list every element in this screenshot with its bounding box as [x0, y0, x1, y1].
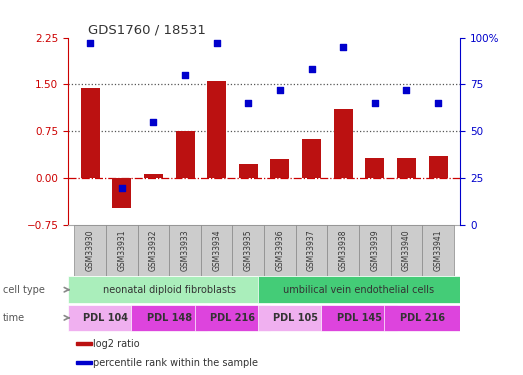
Text: GSM33938: GSM33938: [339, 229, 348, 270]
Bar: [384, 304, 460, 331]
Bar: [295, 225, 327, 276]
Bar: [201, 225, 233, 276]
Point: [86, 40, 94, 46]
Bar: [321, 304, 397, 331]
Bar: [131, 304, 207, 331]
Bar: [270, 159, 289, 178]
Bar: [144, 174, 163, 178]
Text: PDL 145: PDL 145: [336, 313, 381, 323]
Bar: [169, 225, 201, 276]
Bar: [334, 110, 353, 178]
Point: [339, 44, 347, 50]
Text: log2 ratio: log2 ratio: [94, 339, 140, 349]
Text: GSM33939: GSM33939: [370, 229, 379, 271]
Text: umbilical vein endothelial cells: umbilical vein endothelial cells: [283, 285, 435, 295]
Point: [276, 87, 284, 93]
Bar: [76, 362, 93, 364]
Bar: [112, 178, 131, 207]
Bar: [366, 158, 384, 178]
Bar: [302, 140, 321, 178]
Text: PDL 104: PDL 104: [84, 313, 129, 323]
Text: GSM33941: GSM33941: [434, 229, 442, 270]
Bar: [76, 342, 93, 345]
Text: PDL 216: PDL 216: [400, 313, 445, 323]
Bar: [239, 164, 258, 178]
Text: cell type: cell type: [3, 285, 44, 295]
Text: GSM33930: GSM33930: [86, 229, 95, 271]
Bar: [422, 225, 454, 276]
Bar: [264, 225, 295, 276]
Point: [244, 100, 253, 106]
Text: PDL 216: PDL 216: [210, 313, 255, 323]
Text: GDS1760 / 18531: GDS1760 / 18531: [88, 23, 206, 36]
Bar: [74, 225, 106, 276]
Bar: [81, 87, 99, 178]
Bar: [258, 304, 334, 331]
Bar: [359, 225, 391, 276]
Bar: [195, 304, 270, 331]
Bar: [68, 304, 144, 331]
Point: [434, 100, 442, 106]
Bar: [106, 225, 138, 276]
Text: GSM33932: GSM33932: [149, 229, 158, 270]
Text: PDL 105: PDL 105: [273, 313, 319, 323]
Text: GSM33933: GSM33933: [180, 229, 189, 271]
Bar: [391, 225, 422, 276]
Bar: [327, 225, 359, 276]
Text: GSM33931: GSM33931: [117, 229, 126, 270]
Text: GSM33940: GSM33940: [402, 229, 411, 271]
Point: [371, 100, 379, 106]
Bar: [68, 276, 270, 303]
Text: PDL 148: PDL 148: [146, 313, 192, 323]
Text: GSM33936: GSM33936: [276, 229, 285, 271]
Bar: [176, 131, 195, 178]
Bar: [429, 156, 448, 178]
Text: GSM33937: GSM33937: [307, 229, 316, 271]
Text: time: time: [3, 313, 25, 323]
Point: [118, 184, 126, 190]
Bar: [138, 225, 169, 276]
Bar: [397, 158, 416, 178]
Point: [181, 72, 189, 78]
Text: GSM33934: GSM33934: [212, 229, 221, 271]
Text: neonatal diploid fibroblasts: neonatal diploid fibroblasts: [103, 285, 236, 295]
Point: [402, 87, 411, 93]
Bar: [258, 276, 460, 303]
Point: [212, 40, 221, 46]
Text: GSM33935: GSM33935: [244, 229, 253, 271]
Bar: [233, 225, 264, 276]
Bar: [207, 81, 226, 178]
Point: [308, 66, 316, 72]
Point: [149, 119, 157, 125]
Text: percentile rank within the sample: percentile rank within the sample: [94, 358, 258, 368]
